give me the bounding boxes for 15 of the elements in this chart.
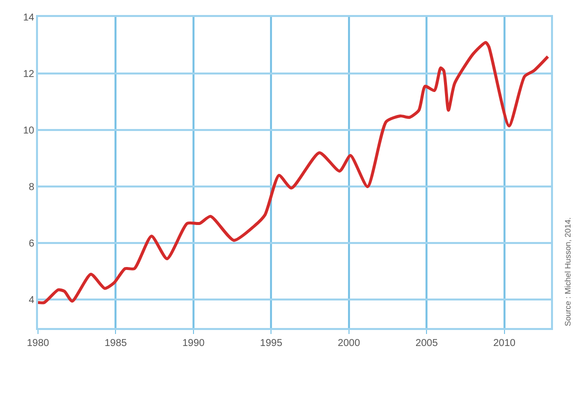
x-tick-label: 2000 (338, 338, 360, 349)
x-tick-label: 1995 (260, 338, 283, 349)
x-tick-label: 1985 (104, 338, 128, 349)
y-tick-label: 4 (28, 295, 35, 306)
x-tick-label: 1990 (182, 338, 206, 349)
source-note: Source : Michel Husson, 2014. (563, 217, 572, 326)
x-tick-label: 1980 (26, 338, 50, 349)
y-tick-label: 12 (23, 69, 35, 80)
y-tick-label: 6 (28, 238, 35, 250)
y-tick-label: 10 (23, 126, 35, 137)
y-tick-label: 8 (28, 182, 35, 194)
x-tick-label: 2010 (493, 338, 516, 349)
line-series (38, 40, 550, 304)
x-tick-label: 2005 (416, 338, 438, 349)
y-tick-label: 14 (23, 12, 35, 24)
